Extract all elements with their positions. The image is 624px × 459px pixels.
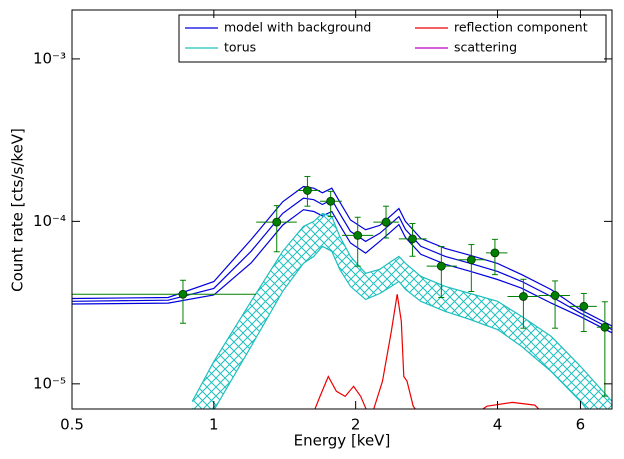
data-point	[408, 234, 417, 244]
legend-label: scattering	[454, 40, 517, 55]
data-point	[519, 292, 528, 301]
series-line	[191, 212, 612, 402]
x-axis-label: Energy [keV]	[294, 432, 391, 450]
x-tick-label: 1	[209, 416, 219, 434]
data-point	[436, 261, 446, 271]
data-point	[272, 217, 282, 227]
torus-band	[192, 213, 612, 409]
legend: model with background torus reflection com…	[178, 14, 607, 63]
data-point	[466, 255, 476, 265]
y-tick-label: 10⁻⁴	[33, 212, 66, 230]
y-axis-label: Count rate [cts/s/keV]	[9, 128, 27, 292]
series-line	[314, 294, 540, 409]
series-line	[72, 209, 612, 334]
x-tick-label: 2	[351, 416, 361, 434]
legend-label: torus	[224, 40, 256, 55]
frame	[71, 9, 613, 410]
data-point	[303, 186, 312, 195]
data-point	[600, 322, 610, 332]
x-tick-label: 6	[576, 416, 586, 434]
data-point	[490, 248, 500, 258]
data-point	[178, 289, 188, 299]
series-line	[72, 185, 612, 327]
y-tick-label: 10⁻³	[33, 49, 66, 67]
data-point	[579, 301, 589, 311]
legend-box	[178, 14, 607, 63]
y-tick-label: 10⁻⁵	[33, 374, 66, 392]
series-line	[213, 245, 588, 409]
legend-label: reflection component	[454, 20, 588, 35]
plot-area	[72, 175, 612, 409]
x-tick-label: 0.5	[60, 416, 84, 434]
x-tick-label: 4	[493, 416, 503, 434]
data-point	[381, 217, 391, 227]
legend-label: model with background	[224, 20, 371, 35]
data-point	[550, 291, 560, 300]
data-point	[353, 230, 363, 240]
data-point	[326, 196, 336, 206]
